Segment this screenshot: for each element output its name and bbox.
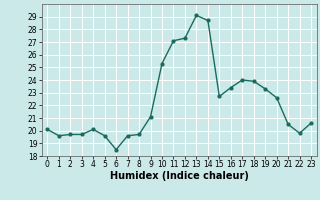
X-axis label: Humidex (Indice chaleur): Humidex (Indice chaleur): [110, 171, 249, 181]
